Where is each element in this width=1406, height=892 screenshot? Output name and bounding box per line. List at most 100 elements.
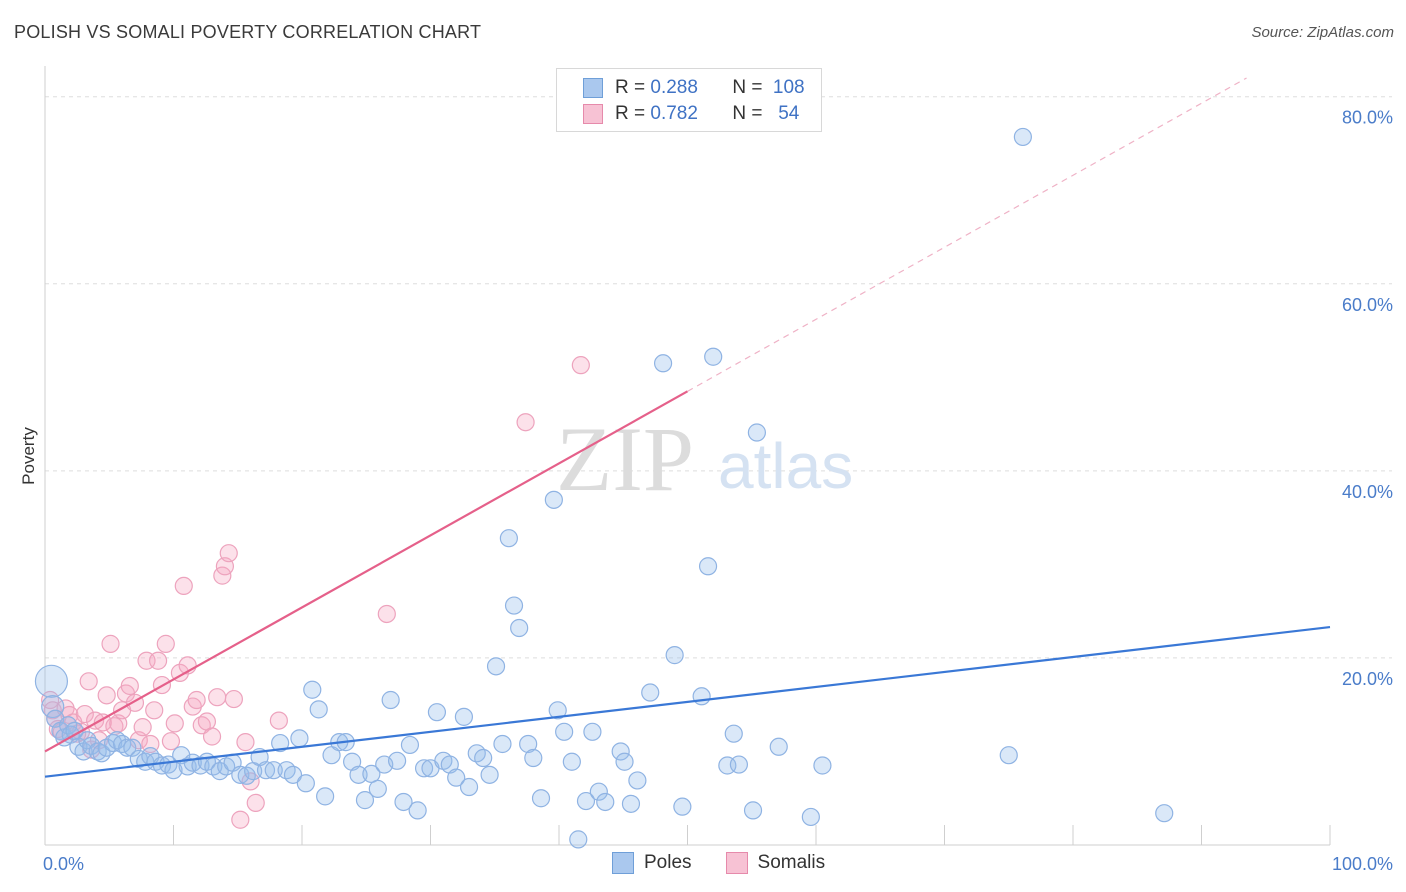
poles-point (256, 761, 276, 780)
series-legend-poles[interactable]: Poles (612, 852, 692, 874)
poles-trend-line (44, 625, 1331, 778)
poles-point (381, 690, 400, 710)
poles-point (673, 797, 692, 816)
poles-point (621, 794, 641, 813)
poles-point (524, 748, 543, 768)
source-credit: Source: ZipAtlas.com (1251, 24, 1394, 41)
somalis-point (97, 686, 116, 705)
poles-point (493, 734, 512, 754)
somalis-point (219, 544, 238, 563)
legend-n-label: N = (732, 103, 763, 124)
somalis-point (224, 689, 243, 709)
poles-point (548, 701, 567, 720)
poles-point (1013, 127, 1032, 147)
poles-point (801, 807, 820, 827)
watermark-zip: ZIP (556, 408, 694, 510)
somalis-point (133, 718, 152, 737)
poles-point (576, 791, 596, 811)
poles-point (41, 694, 65, 719)
poles-point (504, 596, 524, 615)
legend-r-value-somalis: 0.782 (650, 103, 698, 124)
poles-point (510, 618, 529, 638)
legend-row-somalis: R = 0.782 N = 54 (583, 102, 810, 126)
poles-point (447, 768, 466, 787)
series-label-somalis: Somalis (757, 852, 826, 873)
somalis-point (101, 634, 120, 653)
poles-point (290, 729, 309, 748)
poles-point (387, 751, 407, 770)
legend-n-value-poles: 108 (772, 77, 805, 98)
watermark: ZIP atlas (556, 408, 853, 510)
y-tick-label: 40.0% (1342, 482, 1393, 502)
somalis-point (79, 672, 98, 691)
somalis-point (571, 356, 590, 375)
poles-point (641, 683, 660, 702)
poles-point (474, 748, 493, 768)
poles-point (309, 700, 328, 719)
poles-point (118, 738, 137, 757)
somalis-point (75, 704, 94, 724)
legend-r-value-poles: 0.288 (650, 77, 698, 98)
somalis-point (120, 676, 139, 696)
poles-point (92, 744, 111, 763)
poles-point (349, 765, 368, 784)
legend-n-value-somalis: 54 (778, 103, 800, 124)
poles-point (611, 742, 630, 761)
poles-point (692, 687, 711, 706)
y-axis-title: Poverty (19, 427, 38, 485)
chart-title: POLISH VS SOMALI POVERTY CORRELATION CHA… (14, 22, 482, 42)
poles-point (408, 801, 427, 820)
somalis-point (246, 793, 265, 813)
poles-point (562, 752, 581, 771)
somalis-point (231, 810, 250, 829)
series-legend-somalis[interactable]: Somalis (725, 852, 826, 874)
trend-lines (44, 77, 1331, 778)
somalis-point (269, 711, 288, 730)
poles-point (303, 680, 322, 699)
somalis-point (93, 713, 112, 732)
poles-point (34, 664, 69, 698)
x-tick-label: 0.0% (43, 854, 84, 874)
poles-point (499, 529, 518, 548)
poles-point (427, 703, 447, 722)
somalis-point (174, 576, 193, 596)
poles-point (813, 756, 832, 775)
y-tick-label: 80.0% (1342, 108, 1393, 128)
poles-point (459, 777, 479, 797)
poles-point (729, 755, 749, 774)
poles-point (747, 423, 766, 442)
poles-point (152, 756, 172, 775)
poles-point (394, 792, 413, 812)
poles-point (519, 734, 538, 754)
somalis-point (156, 634, 175, 653)
poles-point (454, 707, 474, 726)
somalis-trend-extension (687, 77, 1247, 392)
poles-point (264, 761, 283, 780)
somalis-point (187, 690, 206, 710)
poles-point (368, 779, 387, 798)
poles-point (999, 746, 1018, 765)
series-swatch-somalis (725, 852, 748, 874)
watermark-atlas: atlas (718, 430, 853, 502)
poles-point (123, 738, 142, 757)
poles-point (583, 722, 602, 741)
poles-points (34, 127, 1174, 849)
y-tick-labels: 20.0% 40.0% 60.0% 80.0% (1342, 108, 1393, 689)
poles-point (704, 347, 723, 366)
somalis-point (202, 727, 222, 746)
poles-point (531, 789, 551, 808)
poles-point (569, 830, 588, 849)
series-swatch-poles (612, 852, 634, 874)
y-tick-label: 20.0% (1342, 669, 1393, 689)
somalis-points (41, 356, 590, 829)
gridlines (45, 96, 1392, 659)
somalis-point (161, 732, 181, 751)
poles-point (316, 787, 335, 806)
poles-point (296, 774, 315, 793)
poles-point (698, 557, 718, 576)
series-label-poles: Poles (644, 852, 692, 873)
poles-point (769, 737, 788, 756)
somalis-trend-line (44, 390, 689, 753)
x-tick-labels: 0.0% 100.0% (43, 854, 1393, 874)
series-legend: Poles Somalis (612, 852, 859, 874)
